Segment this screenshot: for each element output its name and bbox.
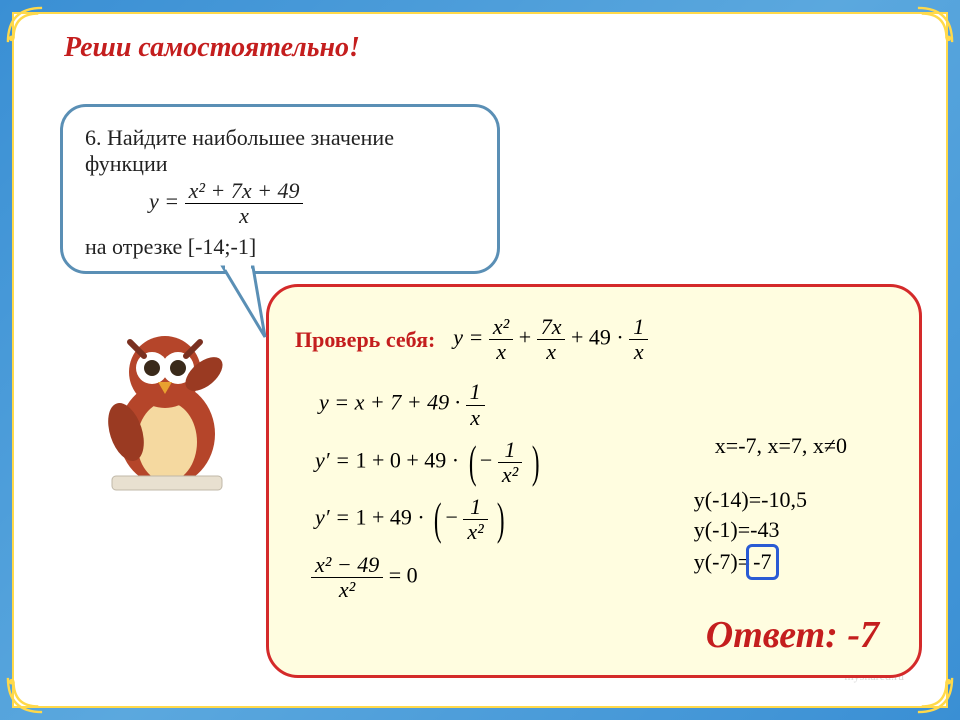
problem-text-line1: 6. Найдите наибольшее значение функции [85, 125, 475, 177]
bubble-tail-icon [213, 265, 293, 343]
corner-ornament-icon [916, 676, 954, 714]
problem-text-line2: на отрезке [-14;-1] [85, 234, 475, 260]
problem-speech-bubble: 6. Найдите наибольшее значение функции y… [60, 104, 500, 274]
roots-text: x=-7, x=7, x≠0 [715, 433, 847, 459]
slide-title: Реши самостоятельно! [64, 32, 918, 64]
answer-label: Ответ: -7 [706, 613, 879, 657]
value-2: y(-1)=-43 [694, 515, 807, 545]
slide-content: Реши самостоятельно! 6. Найдите наибольш… [12, 12, 948, 708]
check-yourself-label: Проверь себя: [295, 327, 435, 353]
value-3: y(-7)=-7 [694, 544, 807, 580]
problem-formula: y = x² + 7x + 49x [149, 179, 475, 228]
corner-ornament-icon [916, 6, 954, 44]
corner-ornament-icon [6, 6, 44, 44]
highlighted-answer-value: -7 [746, 544, 778, 580]
simplify-formula: y = x + 7 + 49 · 1x [319, 380, 893, 429]
outer-frame: Реши самостоятельно! 6. Найдите наибольш… [0, 0, 960, 720]
corner-ornament-icon [6, 676, 44, 714]
solution-panel: Проверь себя: y = x²x + 7xx + 49 · 1x y … [266, 284, 922, 678]
value-1: y(-14)=-10,5 [694, 485, 807, 515]
values-list: y(-14)=-10,5 y(-1)=-43 y(-7)=-7 [694, 485, 807, 580]
expand-formula: y = x²x + 7xx + 49 · 1x [453, 315, 648, 364]
